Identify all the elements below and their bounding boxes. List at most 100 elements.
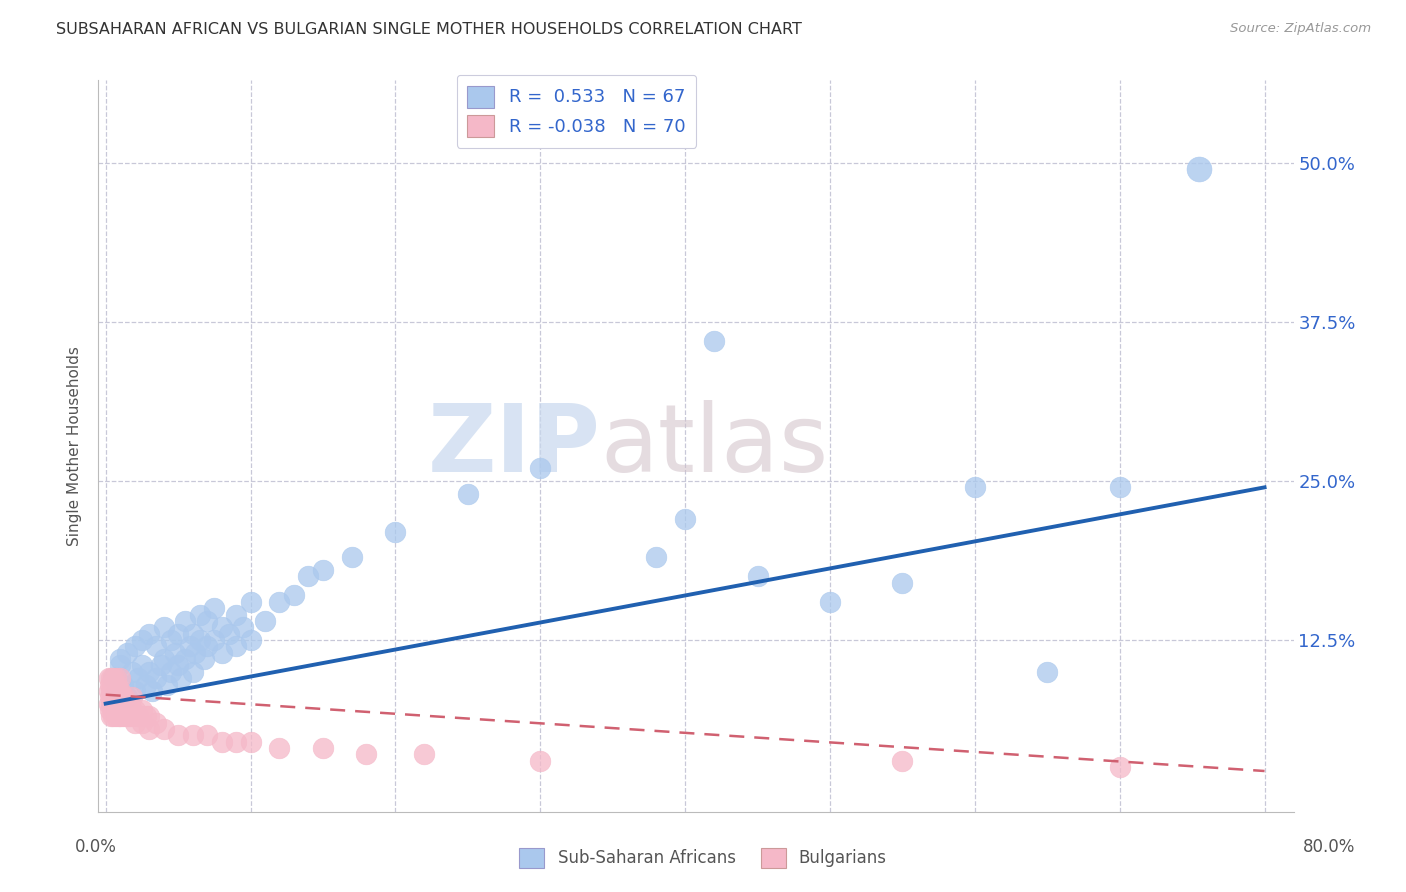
Point xyxy=(149,658,172,673)
Point xyxy=(1036,665,1059,679)
Point xyxy=(703,334,725,348)
Point xyxy=(124,715,146,730)
Point xyxy=(117,697,139,711)
Point xyxy=(202,632,225,647)
Point xyxy=(103,677,125,691)
Point xyxy=(529,754,551,768)
Point xyxy=(141,684,163,698)
Point xyxy=(104,709,127,723)
Point xyxy=(818,595,841,609)
Point xyxy=(103,690,125,705)
Point xyxy=(97,697,120,711)
Point xyxy=(152,620,174,634)
Point xyxy=(211,620,233,634)
Point xyxy=(195,614,218,628)
Point xyxy=(115,709,138,723)
Point xyxy=(283,589,305,603)
Point xyxy=(117,690,139,705)
Point xyxy=(107,709,129,723)
Point xyxy=(188,607,211,622)
Text: 80.0%: 80.0% xyxy=(1302,838,1355,855)
Point xyxy=(384,524,406,539)
Point xyxy=(253,614,276,628)
Point xyxy=(269,595,291,609)
Point xyxy=(107,684,129,698)
Point xyxy=(97,671,120,685)
Point xyxy=(138,722,160,736)
Point xyxy=(98,690,121,705)
Point xyxy=(195,728,218,742)
Point xyxy=(155,677,177,691)
Text: ZIP: ZIP xyxy=(427,400,600,492)
Point xyxy=(120,709,142,723)
Point xyxy=(124,684,146,698)
Point xyxy=(114,703,136,717)
Point xyxy=(118,709,141,723)
Point xyxy=(225,640,247,654)
Point xyxy=(108,652,131,666)
Point xyxy=(170,671,193,685)
Point xyxy=(152,652,174,666)
Point xyxy=(225,735,247,749)
Point xyxy=(112,677,135,691)
Text: SUBSAHARAN AFRICAN VS BULGARIAN SINGLE MOTHER HOUSEHOLDS CORRELATION CHART: SUBSAHARAN AFRICAN VS BULGARIAN SINGLE M… xyxy=(56,22,801,37)
Point xyxy=(100,684,122,698)
Point xyxy=(98,677,121,691)
Point xyxy=(110,703,132,717)
Point xyxy=(100,697,122,711)
Point xyxy=(1188,162,1211,177)
Point xyxy=(1108,760,1130,774)
Point xyxy=(110,690,132,705)
Point xyxy=(218,626,240,640)
Point xyxy=(108,684,131,698)
Point xyxy=(747,569,769,583)
Point xyxy=(138,709,160,723)
Point xyxy=(104,671,127,685)
Point xyxy=(131,632,153,647)
Point xyxy=(167,728,190,742)
Point xyxy=(232,620,254,634)
Point xyxy=(101,671,124,685)
Point xyxy=(202,601,225,615)
Point xyxy=(101,684,124,698)
Point xyxy=(127,671,149,685)
Legend: R =  0.533   N = 67, R = -0.038   N = 70: R = 0.533 N = 67, R = -0.038 N = 70 xyxy=(457,75,696,147)
Point xyxy=(181,626,204,640)
Point xyxy=(413,747,436,762)
Point xyxy=(117,709,139,723)
Point xyxy=(145,715,167,730)
Point xyxy=(179,640,201,654)
Point xyxy=(135,677,157,691)
Point xyxy=(152,722,174,736)
Point xyxy=(145,640,167,654)
Point xyxy=(97,684,120,698)
Point xyxy=(101,697,124,711)
Point xyxy=(108,671,131,685)
Point xyxy=(225,607,247,622)
Point xyxy=(145,671,167,685)
Point xyxy=(98,703,121,717)
Point xyxy=(174,652,197,666)
Point xyxy=(340,550,363,565)
Point xyxy=(312,563,335,577)
Point xyxy=(138,665,160,679)
Point xyxy=(963,480,986,494)
Point xyxy=(529,461,551,475)
Y-axis label: Single Mother Households: Single Mother Households xyxy=(67,346,83,546)
Point xyxy=(127,709,149,723)
Point xyxy=(124,703,146,717)
Point xyxy=(118,697,141,711)
Point xyxy=(167,658,190,673)
Point xyxy=(269,741,291,756)
Point xyxy=(131,658,153,673)
Point xyxy=(891,575,914,590)
Point xyxy=(100,709,122,723)
Point xyxy=(239,632,262,647)
Point xyxy=(239,735,262,749)
Point xyxy=(124,640,146,654)
Point xyxy=(645,550,668,565)
Point xyxy=(122,709,145,723)
Point xyxy=(891,754,914,768)
Point xyxy=(112,697,135,711)
Point xyxy=(160,632,183,647)
